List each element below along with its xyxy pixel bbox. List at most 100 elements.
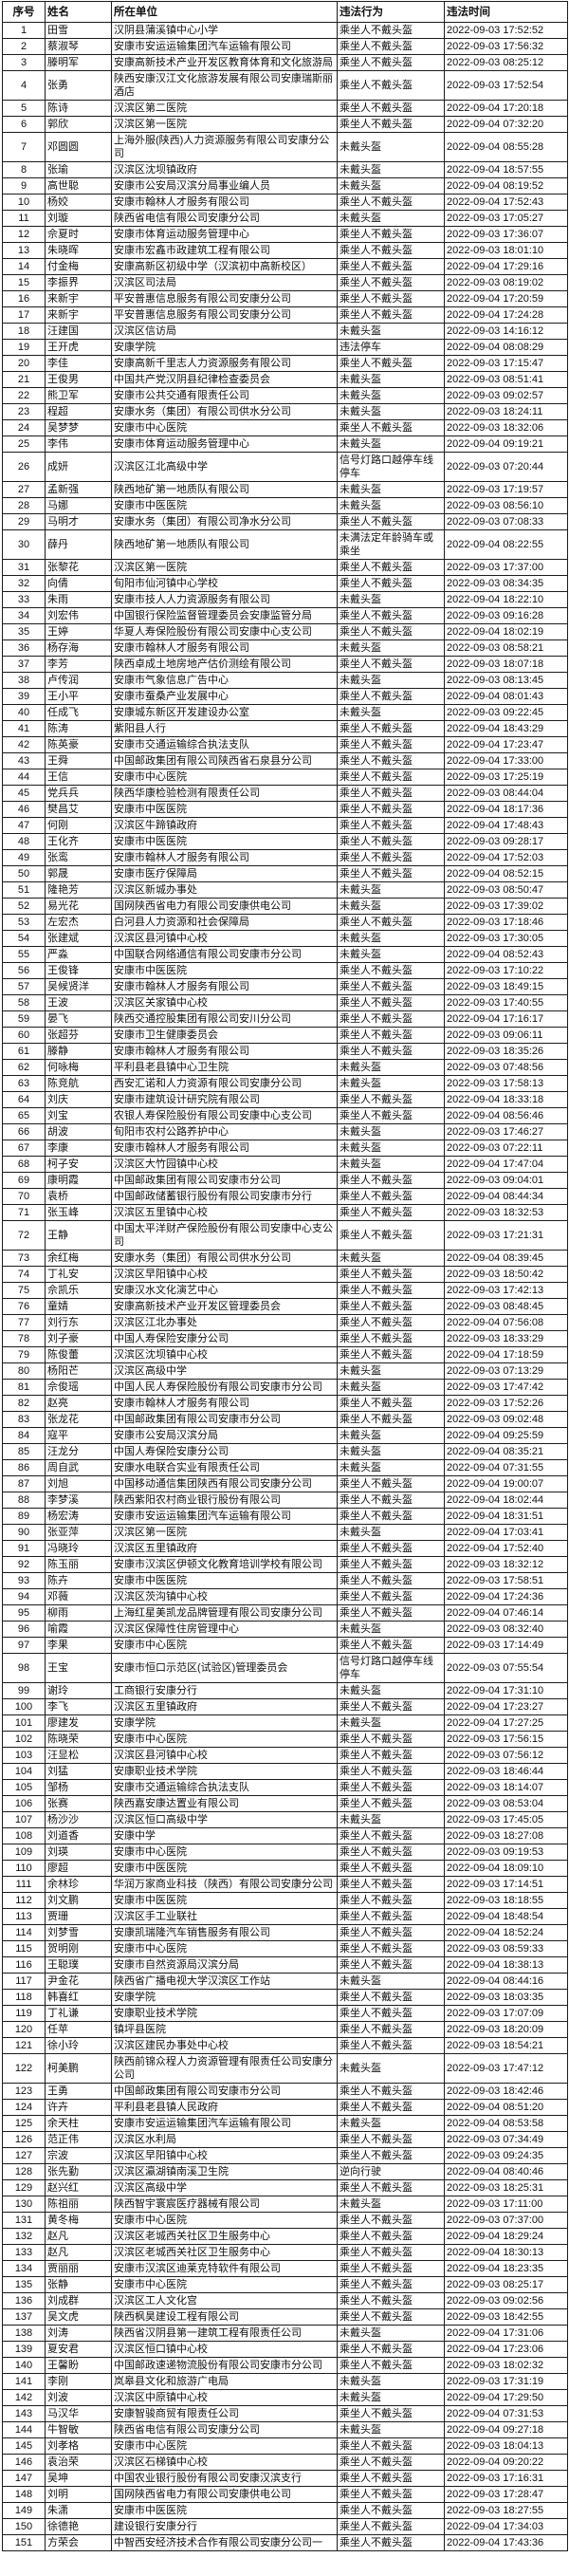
table-row: 37 李芳 陕西卓成土地房地产估价测绘有限公司 乘坐人不戴头盔 2022-09-03 1… xyxy=(2,656,568,673)
cell-unit: 安康市翰林人才服务有限公司 xyxy=(111,1043,338,1060)
cell-no: 52 xyxy=(2,898,46,915)
cell-name: 吴梦梦 xyxy=(45,419,112,436)
cell-name: 党兵兵 xyxy=(45,785,112,802)
cell-violation: 乘坐人不戴头盔 xyxy=(337,2292,445,2309)
cell-violation: 乘坐人不戴头盔 xyxy=(337,1940,445,1957)
cell-violation: 乘坐人不戴头盔 xyxy=(337,2037,445,2054)
cell-violation: 未戴头盔 xyxy=(337,371,445,388)
cell-time: 2022-09-03 17:30:05 xyxy=(444,930,568,947)
cell-unit: 汉滨区县河镇中心校 xyxy=(111,1747,338,1764)
cell-unit: 安康市安运运输集团汽车运输有限公司 xyxy=(111,38,338,55)
cell-time: 2022-09-04 17:23:27 xyxy=(444,1698,568,1715)
column-header-unit: 所在单位 xyxy=(111,1,338,23)
cell-unit: 安康市中心医院 xyxy=(111,2212,338,2229)
cell-violation: 未戴头盔 xyxy=(337,881,445,899)
cell-violation: 乘坐人不戴头盔 xyxy=(337,1220,445,1251)
cell-name: 陈竞航 xyxy=(45,1075,112,1092)
table-row: 57 吴候贤洋 安康市翰林人才服务有限公司 乘坐人不戴头盔 2022-09-03 18:… xyxy=(2,978,568,995)
cell-time: 2022-09-03 18:25:31 xyxy=(444,2179,568,2196)
cell-unit: 安康市体育运动服务管理中心 xyxy=(111,226,338,243)
cell-name: 王开虎 xyxy=(45,339,112,356)
cell-unit: 汉滨区手工业联社 xyxy=(111,1908,338,1925)
cell-violation: 未满法定年龄骑车或乘坐 xyxy=(337,529,445,560)
cell-unit: 陕西嘉安康达置业有限公司 xyxy=(111,1795,338,1812)
cell-no: 92 xyxy=(2,1556,46,1573)
cell-no: 85 xyxy=(2,1443,46,1460)
table-row: 139 夏安君 汉滨区恒口镇中心校 乘坐人不戴头盔 2022-09-04 17:23:0… xyxy=(2,2341,568,2358)
table-row: 113 贾珊 汉滨区手工业联社 乘坐人不戴头盔 2022-09-04 18:48:54 xyxy=(2,1908,568,1925)
cell-name: 晏飞 xyxy=(45,1010,112,1028)
cell-name: 任苹 xyxy=(45,2021,112,2038)
cell-time: 2022-09-04 17:31:06 xyxy=(444,2325,568,2342)
cell-time: 2022-09-04 19:00:07 xyxy=(444,1475,568,1492)
table-row: 93 陈卉 安康市中医医院 乘坐人不戴头盔 2022-09-03 17:58:51 xyxy=(2,1572,568,1589)
cell-name: 马明才 xyxy=(45,513,112,530)
cell-violation: 未戴头盔 xyxy=(337,1443,445,1460)
cell-no: 109 xyxy=(2,1844,46,1861)
cell-unit: 安康高新技术产业开发区教育体育和文化旅游局 xyxy=(111,54,338,71)
cell-name: 熊卫军 xyxy=(45,387,112,404)
cell-name: 赵亮 xyxy=(45,1395,112,1412)
cell-no: 115 xyxy=(2,1940,46,1957)
table-row: 89 杨宏涛 安康市安运运输集团汽车运输有限公司 乘坐人不戴头盔 2022-09-04 … xyxy=(2,1508,568,1525)
cell-time: 2022-09-03 17:21:31 xyxy=(444,1220,568,1251)
cell-unit: 安康市中心医院 xyxy=(111,1844,338,1861)
cell-no: 106 xyxy=(2,1795,46,1812)
cell-time: 2022-09-03 09:02:57 xyxy=(444,387,568,404)
cell-no: 78 xyxy=(2,1330,46,1347)
cell-no: 51 xyxy=(2,881,46,899)
cell-time: 2022-09-04 17:34:03 xyxy=(444,2518,568,2535)
table-row: 132 赵凡 汉滨区老城西关社区卫生服务中心 乘坐人不戴头盔 2022-09-04 18… xyxy=(2,2228,568,2245)
cell-violation: 乘坐人不戴头盔 xyxy=(337,575,445,592)
table-row: 104 刘猛 安康职业技术学院 乘坐人不戴头盔 2022-09-03 18:46:44 xyxy=(2,1763,568,1780)
cell-time: 2022-09-03 17:52:54 xyxy=(444,70,568,101)
cell-name: 王波 xyxy=(45,994,112,1011)
cell-unit: 汉滨区江北办事处 xyxy=(111,1314,338,1331)
cell-unit: 安康市公共交通有限责任公司 xyxy=(111,387,338,404)
cell-time: 2022-09-03 17:31:19 xyxy=(444,2373,568,2390)
cell-time: 2022-09-03 18:18:55 xyxy=(444,1892,568,1909)
table-row: 142 刘波 汉滨区中原镇中心校 未戴头盔 2022-09-04 17:29:50 xyxy=(2,2389,568,2406)
table-row: 149 朱潇 安康市中医医院 乘坐人不戴头盔 2022-09-03 18:27:55 xyxy=(2,2502,568,2519)
cell-no: 15 xyxy=(2,274,46,291)
table-row: 140 王馨盼 中国邮政速递物流股份有限公司安康市分公司 乘坐人不戴头盔 2022-09… xyxy=(2,2357,568,2374)
cell-time: 2022-09-03 09:16:28 xyxy=(444,607,568,624)
cell-violation: 乘坐人不戴头盔 xyxy=(337,1827,445,1844)
cell-name: 严淼 xyxy=(45,946,112,963)
cell-no: 95 xyxy=(2,1604,46,1622)
cell-no: 119 xyxy=(2,2005,46,2022)
cell-unit: 安康学院 xyxy=(111,1989,338,2006)
cell-no: 45 xyxy=(2,785,46,802)
cell-violation: 乘坐人不戴头盔 xyxy=(337,1330,445,1347)
cell-no: 128 xyxy=(2,2163,46,2180)
cell-time: 2022-09-03 09:24:35 xyxy=(444,2147,568,2164)
cell-name: 刘子豪 xyxy=(45,1330,112,1347)
cell-no: 90 xyxy=(2,1524,46,1541)
cell-time: 2022-09-04 17:18:59 xyxy=(444,1346,568,1363)
table-row: 124 许卉 平利县老县镇人民政府 乘坐人不戴头盔 2022-09-04 08:51:2… xyxy=(2,2099,568,2116)
cell-name: 赵凡 xyxy=(45,2244,112,2261)
cell-time: 2022-09-04 18:30:13 xyxy=(444,2244,568,2261)
cell-unit: 陕西省广播电视大学汉滨区工作站 xyxy=(111,1973,338,1990)
cell-no: 11 xyxy=(2,210,46,227)
cell-unit: 汉滨区早阳镇中心校 xyxy=(111,1266,338,1283)
cell-no: 149 xyxy=(2,2502,46,2519)
cell-unit: 安康市交通运输综合执法支队 xyxy=(111,736,338,753)
cell-name: 夏安君 xyxy=(45,2341,112,2358)
cell-violation: 乘坐人不戴头盔 xyxy=(337,1763,445,1780)
cell-unit: 中国人寿保险安康分公司 xyxy=(111,1330,338,1347)
cell-no: 37 xyxy=(2,656,46,673)
cell-name: 杨沙沙 xyxy=(45,1811,112,1828)
table-row: 64 刘庆 安康市建筑设计研究院有限公司 乘坐人不戴头盔 2022-09-04 18:3… xyxy=(2,1091,568,1108)
cell-name: 方荣会 xyxy=(45,2534,112,2551)
cell-name: 刘宝 xyxy=(45,1107,112,1124)
cell-violation: 乘坐人不戴头盔 xyxy=(337,290,445,307)
table-row: 137 吴文虎 陕西枫昊建设工程有限公司 乘坐人不戴头盔 2022-09-03 18:4… xyxy=(2,2308,568,2326)
cell-name: 滕明军 xyxy=(45,54,112,71)
cell-unit: 安康水电联合实业有限责任公司 xyxy=(111,1459,338,1476)
cell-name: 杨存海 xyxy=(45,639,112,657)
cell-name: 许卉 xyxy=(45,2099,112,2116)
cell-time: 2022-09-03 17:39:02 xyxy=(444,898,568,915)
cell-name: 张赛 xyxy=(45,1795,112,1812)
cell-no: 113 xyxy=(2,1908,46,1925)
